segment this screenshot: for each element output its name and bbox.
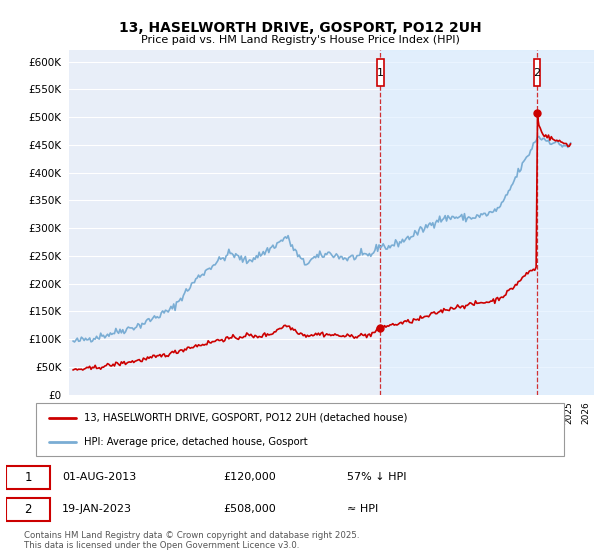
Text: 57% ↓ HPI: 57% ↓ HPI (347, 472, 407, 482)
Text: 2: 2 (533, 68, 541, 78)
Text: 1: 1 (24, 471, 32, 484)
Text: 2: 2 (24, 503, 32, 516)
FancyBboxPatch shape (534, 59, 540, 86)
Text: Contains HM Land Registry data © Crown copyright and database right 2025.
This d: Contains HM Land Registry data © Crown c… (24, 531, 359, 550)
Bar (380, 50, 594, 395)
Text: 19-JAN-2023: 19-JAN-2023 (62, 505, 132, 515)
Text: 13, HASELWORTH DRIVE, GOSPORT, PO12 2UH (detached house): 13, HASELWORTH DRIVE, GOSPORT, PO12 2UH … (83, 413, 407, 423)
Text: 1: 1 (377, 68, 384, 78)
FancyBboxPatch shape (6, 498, 50, 521)
Text: 01-AUG-2013: 01-AUG-2013 (62, 472, 136, 482)
Text: Price paid vs. HM Land Registry's House Price Index (HPI): Price paid vs. HM Land Registry's House … (140, 35, 460, 45)
Text: HPI: Average price, detached house, Gosport: HPI: Average price, detached house, Gosp… (83, 437, 307, 447)
FancyBboxPatch shape (377, 59, 383, 86)
Text: £508,000: £508,000 (224, 505, 277, 515)
Text: £120,000: £120,000 (224, 472, 277, 482)
FancyBboxPatch shape (6, 466, 50, 489)
Text: 13, HASELWORTH DRIVE, GOSPORT, PO12 2UH: 13, HASELWORTH DRIVE, GOSPORT, PO12 2UH (119, 21, 481, 35)
FancyBboxPatch shape (36, 403, 564, 456)
Text: ≈ HPI: ≈ HPI (347, 505, 378, 515)
